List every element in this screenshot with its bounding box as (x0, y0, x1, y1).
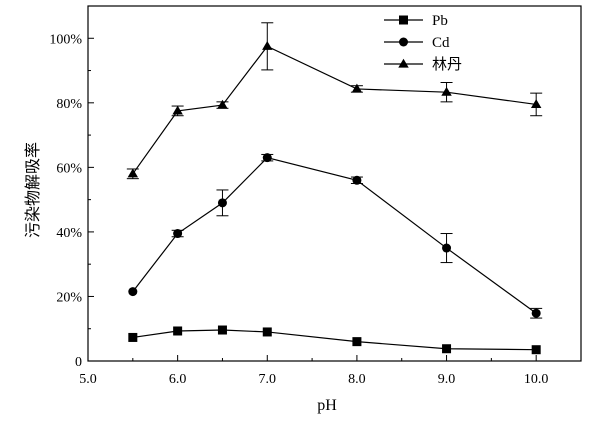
x-tick-label: 6.0 (169, 372, 187, 387)
legend-label: Pb (432, 13, 448, 29)
series-triangle (126, 22, 543, 180)
x-axis-label: pH (317, 397, 337, 414)
series-line (132, 45, 537, 175)
data-point-triangle (441, 86, 452, 96)
data-point-circle (352, 175, 362, 185)
y-tick-label: 0 (75, 355, 82, 370)
axis-ticks: 5.0 6.0 7.0 8.0 9.0 10.0 0 20% 40% 60% 80% 100% (49, 32, 548, 387)
legend-marker-circle (399, 37, 408, 47)
data-point-triangle (351, 83, 363, 93)
y-tick-label: 100% (49, 32, 82, 47)
legend-label: Cd (432, 35, 450, 51)
data-point-triangle (127, 168, 139, 178)
series-line (132, 329, 537, 351)
legend: Pb Cd 林丹 (384, 13, 462, 73)
series-circle (128, 153, 543, 319)
data-point-circle (262, 153, 272, 163)
data-point-circle (128, 287, 138, 297)
data-point-square (531, 345, 541, 355)
legend-label: 林丹 (432, 56, 462, 73)
data-point-square (442, 344, 452, 354)
series-square (128, 325, 541, 355)
data-point-square (217, 325, 227, 335)
data-point-circle (217, 198, 227, 208)
data-point-square (173, 326, 183, 336)
data-point-square (128, 332, 138, 342)
y-tick-label: 40% (56, 226, 82, 241)
data-point-triangle (262, 41, 273, 50)
y-axis-label: 污染物解吸率 (24, 142, 42, 238)
series-group (126, 22, 543, 355)
series-line (132, 157, 537, 314)
data-point-triangle (530, 99, 542, 109)
data-point-triangle (172, 105, 183, 115)
data-point-circle (442, 243, 452, 253)
x-tick-label: 10.0 (524, 372, 549, 387)
y-tick-label: 80% (56, 97, 82, 112)
legend-marker-triangle (398, 58, 409, 68)
data-point-triangle (217, 99, 228, 109)
y-tick-label: 60% (56, 161, 82, 176)
legend-marker-square (399, 15, 408, 25)
x-tick-label: 7.0 (259, 372, 277, 387)
data-point-circle (531, 308, 541, 318)
plot-frame (87, 5, 582, 362)
data-point-square (352, 337, 362, 347)
x-tick-label: 9.0 (438, 372, 456, 387)
data-point-circle (173, 229, 183, 239)
x-tick-label: 5.0 (79, 372, 97, 387)
y-tick-label: 20% (56, 290, 82, 305)
x-tick-label: 8.0 (348, 372, 366, 387)
data-point-square (262, 327, 272, 337)
